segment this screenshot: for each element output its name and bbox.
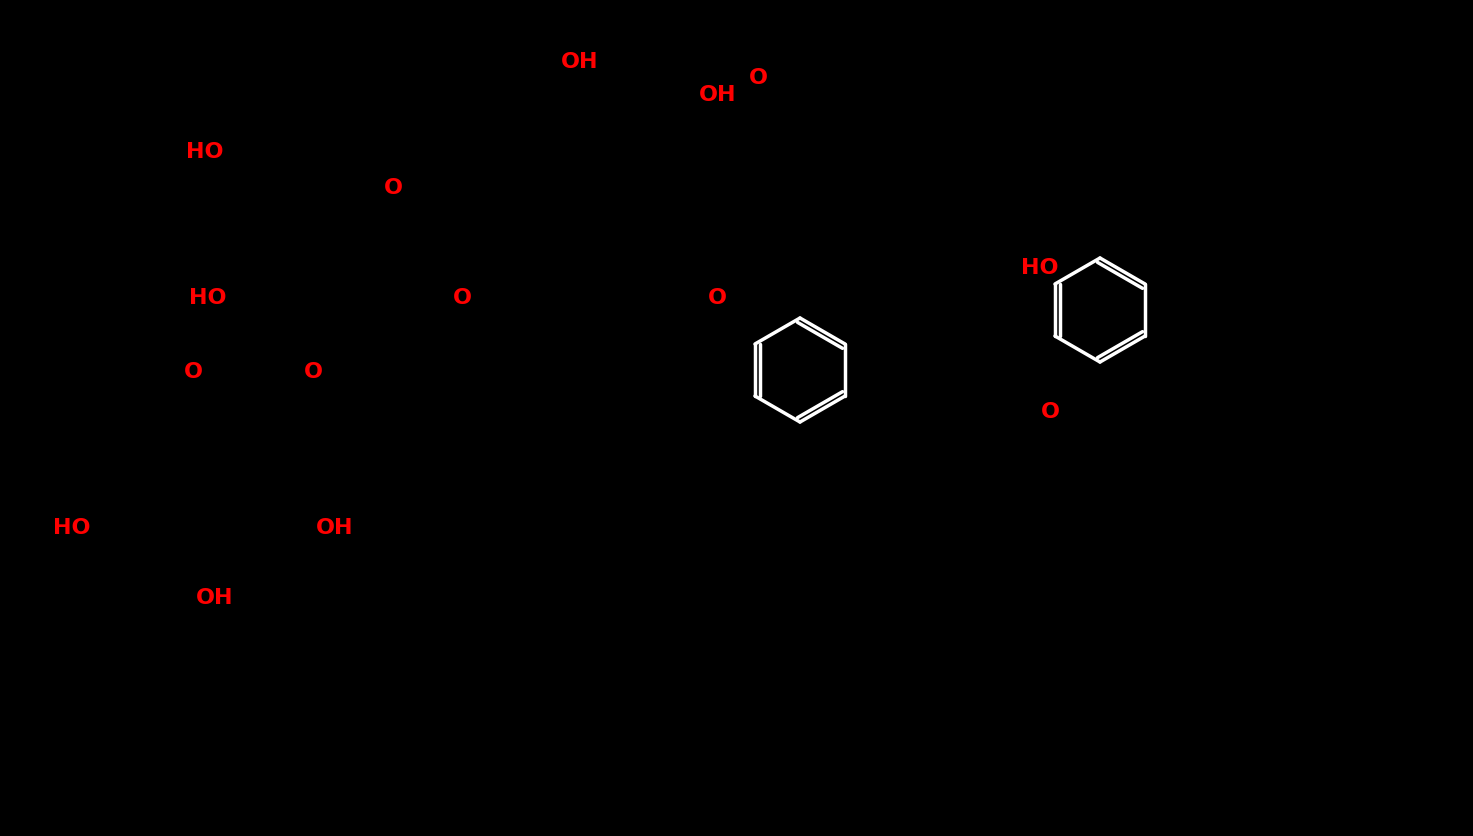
Text: HO: HO [186, 142, 224, 162]
Text: OH: OH [561, 52, 598, 72]
Text: O: O [383, 178, 402, 198]
Text: O: O [1040, 402, 1059, 422]
Text: HO: HO [189, 288, 227, 308]
Text: OH: OH [317, 518, 354, 538]
Text: O: O [452, 288, 471, 308]
Text: HO: HO [53, 518, 91, 538]
Text: HO: HO [1021, 258, 1059, 278]
Text: OH: OH [196, 588, 234, 608]
Text: O: O [707, 288, 726, 308]
Text: O: O [184, 362, 202, 382]
Text: O: O [303, 362, 323, 382]
Text: OH: OH [700, 85, 736, 105]
Text: O: O [748, 68, 767, 88]
